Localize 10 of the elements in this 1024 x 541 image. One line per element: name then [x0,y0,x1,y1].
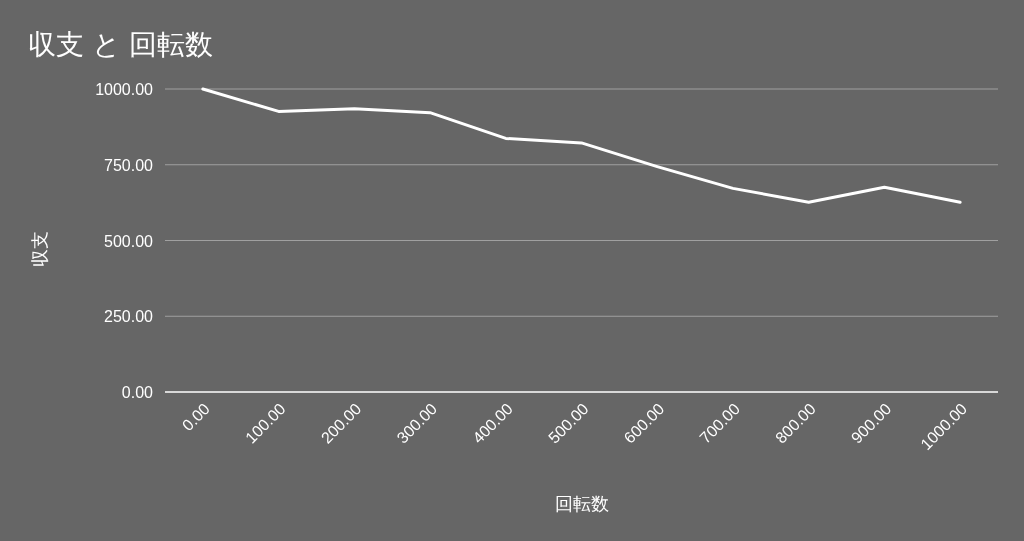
chart-title: 収支 と 回転数 [28,29,213,60]
x-tick-label: 0.00 [178,400,214,435]
y-tick-label: 500.00 [104,232,154,250]
y-tick-label: 1000.00 [95,81,154,98]
x-axis-title: 回転数 [554,494,609,514]
y-tick-label: 250.00 [104,308,154,326]
y-axis-title: 収支 [30,230,50,267]
y-tick-label: 0.00 [121,384,154,401]
line-series [201,87,962,204]
y-tick-label: 750.00 [104,156,154,174]
